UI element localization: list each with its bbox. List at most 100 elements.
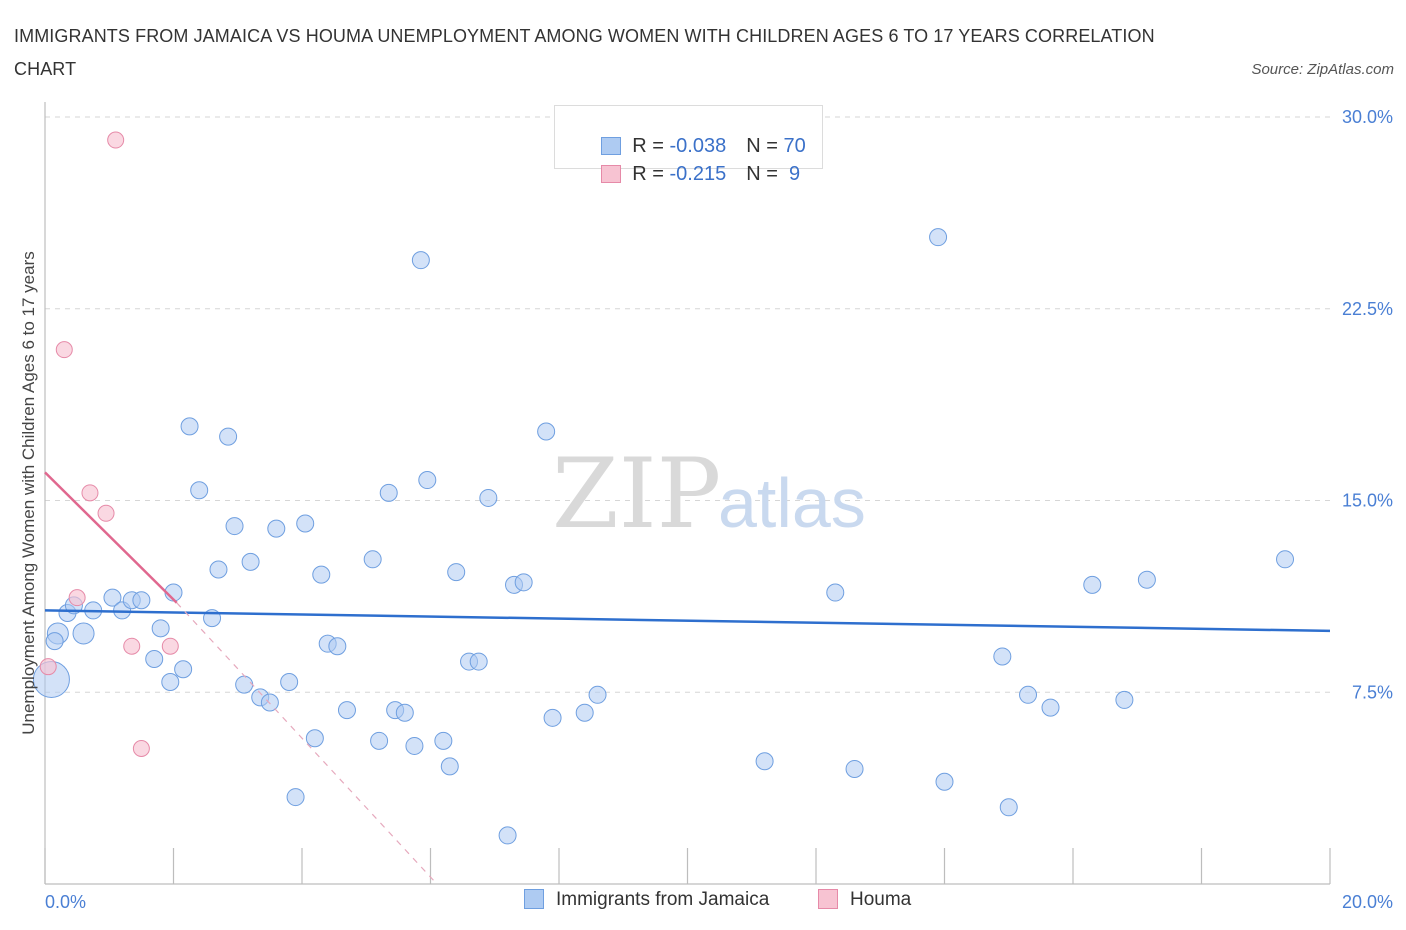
series-legend: Immigrants from Jamaica Houma: [0, 889, 1406, 915]
data-point-houma: [55, 341, 73, 359]
watermark: ZIP atlas: [552, 438, 866, 550]
legend-swatch-houma: [818, 889, 838, 909]
data-point-jamaica: [235, 675, 254, 694]
data-point-jamaica: [447, 563, 466, 582]
legend-swatch-houma: [601, 165, 622, 183]
y-tick-label: 15.0%: [1342, 491, 1393, 511]
data-point-jamaica: [267, 519, 286, 538]
data-point-jamaica: [929, 228, 948, 247]
watermark-atlas: atlas: [718, 464, 866, 542]
data-point-jamaica: [395, 703, 414, 722]
data-point-houma: [68, 589, 86, 607]
data-point-jamaica: [1019, 685, 1038, 704]
x-tick-label: 20.0%: [1342, 892, 1393, 912]
legend-r-value: -0.038: [669, 135, 727, 157]
trend-line-jamaica: [44, 609, 1331, 633]
x-tick-label: 0.0%: [45, 892, 86, 912]
legend-n-label: N =: [746, 135, 784, 157]
data-point-jamaica: [434, 731, 453, 750]
data-point-jamaica: [575, 703, 594, 722]
data-point-houma: [97, 504, 115, 522]
data-point-jamaica: [379, 483, 398, 502]
data-point-jamaica: [1137, 570, 1156, 589]
data-point-jamaica: [305, 729, 324, 748]
legend-n-value: 70: [783, 135, 806, 157]
data-point-jamaica: [161, 673, 180, 692]
data-point-jamaica: [151, 619, 170, 638]
data-point-houma: [123, 637, 141, 655]
data-point-jamaica: [180, 417, 199, 436]
trend-lines: [44, 471, 1331, 885]
legend-label-jamaica: Immigrants from Jamaica: [556, 889, 770, 910]
data-point-jamaica: [190, 481, 209, 500]
data-point-houma: [132, 739, 150, 757]
data-point-jamaica: [418, 471, 437, 490]
data-point-jamaica: [225, 517, 244, 536]
legend-row-jamaica: R = -0.038 N = 70: [579, 112, 806, 157]
data-point-jamaica: [219, 427, 238, 446]
data-point-jamaica: [440, 757, 459, 776]
data-point-jamaica: [537, 422, 556, 441]
data-point-jamaica: [1041, 698, 1060, 717]
data-point-jamaica: [312, 565, 331, 584]
watermark-zip: ZIP: [552, 438, 721, 550]
legend-item-jamaica[interactable]: Immigrants from Jamaica: [524, 889, 769, 911]
data-point-jamaica: [209, 560, 228, 579]
data-point-jamaica: [514, 573, 533, 592]
data-point-houma: [81, 484, 99, 502]
data-point-jamaica: [370, 731, 389, 750]
data-point-jamaica: [280, 673, 299, 692]
data-point-houma: [107, 131, 125, 149]
chart-title: IMMIGRANTS FROM JAMAICA VS HOUMA UNEMPLO…: [14, 26, 1155, 79]
y-tick-label: 7.5%: [1352, 682, 1393, 702]
data-point-jamaica: [1276, 550, 1295, 569]
legend-label-houma: Houma: [850, 889, 912, 910]
data-point-jamaica: [1115, 690, 1134, 709]
data-point-jamaica: [328, 637, 347, 656]
legend-n-value: 9: [783, 163, 801, 185]
data-point-jamaica: [72, 622, 95, 645]
data-point-jamaica: [826, 583, 845, 602]
legend-swatch-jamaica: [601, 137, 622, 155]
legend-r-label: R =: [632, 163, 670, 185]
legend-swatch-jamaica: [524, 889, 544, 909]
grid-lines: [45, 116, 1330, 693]
data-point-jamaica: [174, 660, 193, 679]
source-label: Source: ZipAtlas.com: [1251, 61, 1394, 78]
data-point-jamaica: [337, 701, 356, 720]
data-point-jamaica: [405, 736, 424, 755]
y-tick-label: 30.0%: [1342, 107, 1393, 127]
data-point-jamaica: [145, 650, 164, 669]
data-point-jamaica: [498, 826, 517, 845]
data-point-jamaica: [45, 632, 64, 651]
data-point-jamaica: [363, 550, 382, 569]
trend-line-houma: [44, 471, 178, 604]
data-point-jamaica: [999, 798, 1018, 817]
data-point-jamaica: [241, 552, 260, 571]
data-point-jamaica: [411, 251, 430, 270]
legend-n-label: N =: [746, 163, 784, 185]
data-point-jamaica: [132, 591, 151, 610]
data-point-jamaica: [845, 759, 864, 778]
data-point-jamaica: [260, 693, 279, 712]
data-point-jamaica: [469, 652, 488, 671]
legend-item-houma[interactable]: Houma: [818, 889, 911, 911]
legend-r-label: R =: [632, 135, 670, 157]
data-point-jamaica: [588, 685, 607, 704]
trend-line-houma-extension: [176, 602, 438, 885]
data-point-jamaica: [103, 588, 122, 607]
y-tick-label: 22.5%: [1342, 299, 1393, 319]
data-point-jamaica: [755, 752, 774, 771]
series-jamaica-points: [32, 108, 1295, 845]
data-point-jamaica: [935, 772, 954, 791]
series-houma-points: [39, 131, 179, 757]
y-axis-title: Unemployment Among Women with Children A…: [19, 251, 38, 735]
data-point-jamaica: [286, 788, 305, 807]
tick-labels: 7.5% 15.0% 22.5% 30.0% 0.0% 20.0%: [45, 107, 1393, 912]
correlation-legend: R = -0.038 N = 70 R = -0.215 N = 9: [554, 105, 823, 185]
data-point-houma: [161, 637, 179, 655]
data-point-jamaica: [296, 514, 315, 533]
data-point-jamaica: [479, 488, 498, 507]
data-point-jamaica: [543, 708, 562, 727]
